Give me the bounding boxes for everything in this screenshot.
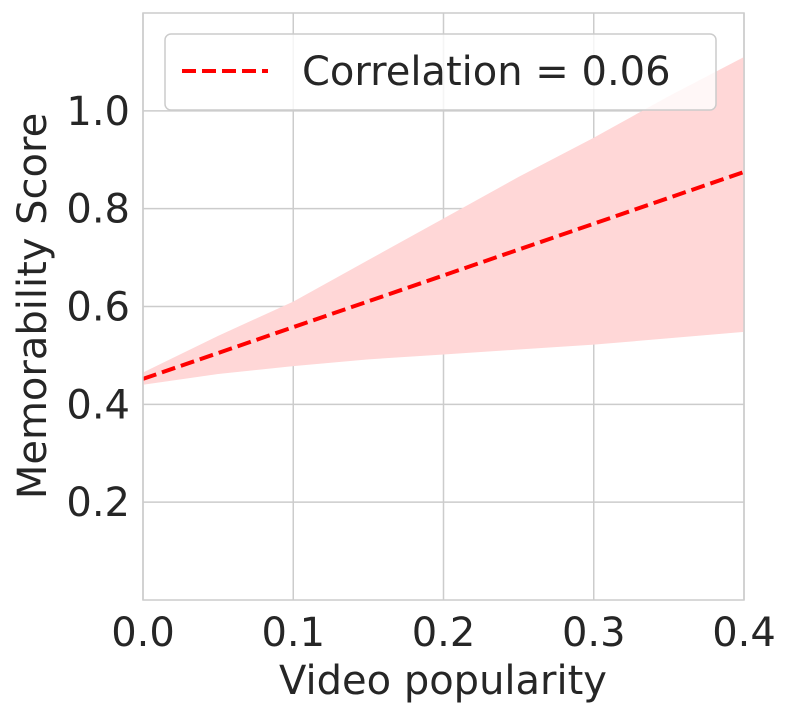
y-tick-label: 1.0 — [66, 89, 130, 135]
x-tick-label: 0.1 — [261, 610, 325, 656]
plot-frame — [142, 12, 745, 601]
y-axis-label: Memorability Score — [10, 113, 56, 499]
y-tick-label: 0.2 — [66, 480, 130, 526]
y-tick-label: 0.8 — [66, 187, 130, 233]
regression-line — [142, 170, 745, 381]
x-tick-labels: 0.0 0.1 0.2 0.3 0.4 — [111, 610, 776, 656]
regression-line-layer — [142, 170, 745, 381]
x-tick-label: 0.0 — [111, 610, 175, 656]
confidence-band — [143, 57, 744, 385]
legend-label: Correlation = 0.06 — [302, 49, 671, 95]
legend-box — [164, 33, 717, 111]
x-tick-label: 0.2 — [412, 610, 476, 656]
x-tick-label: 0.3 — [562, 610, 626, 656]
y-tick-label: 0.4 — [66, 382, 130, 428]
legend: Correlation = 0.06 — [164, 33, 717, 111]
x-tick-label: 0.4 — [712, 610, 776, 656]
y-tick-label: 0.6 — [66, 285, 130, 331]
y-tick-labels: 0.2 0.4 0.6 0.8 1.0 — [66, 89, 130, 526]
x-axis-label: Video popularity — [279, 658, 607, 704]
confidence-band-layer — [143, 57, 744, 385]
